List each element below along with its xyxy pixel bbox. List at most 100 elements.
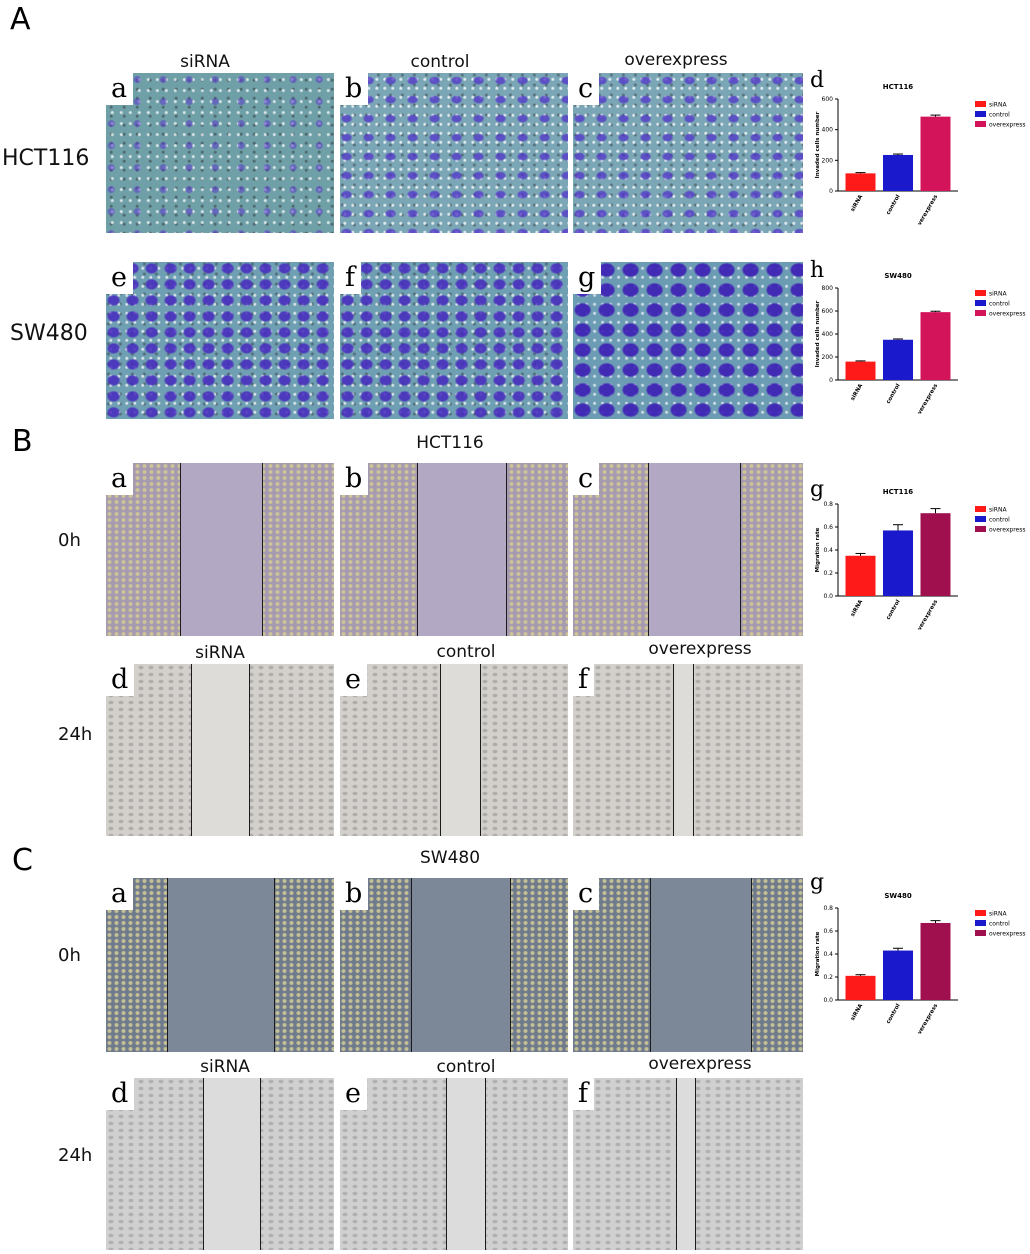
- bar-overexpress: [920, 922, 951, 1000]
- col-label-control: control: [436, 642, 496, 662]
- subpanel-label: f: [573, 664, 594, 696]
- legend-label: siRNA: [989, 291, 1007, 298]
- wound-image-hct116-control-24h: e: [340, 664, 568, 836]
- y-tick-label: 0.6: [823, 928, 833, 935]
- x-tick-label: overexpress: [915, 193, 940, 225]
- wound-image-sw480-control-24h: e: [340, 1078, 568, 1250]
- bar-control: [883, 530, 913, 596]
- wound-image-hct116-control-0h: b: [340, 463, 568, 636]
- y-axis-label: Invaded cells number: [815, 300, 821, 367]
- subpanel-label: a: [106, 463, 134, 495]
- subpanel-label: g: [573, 262, 602, 294]
- wound-image-hct116-sirna-24h: d: [106, 664, 334, 836]
- wound-image-hct116-overexpress-24h: f: [573, 664, 803, 836]
- x-tick-label: siRNA: [850, 193, 865, 212]
- subpanel-label: e: [106, 262, 133, 294]
- chart-letter-d: d: [810, 68, 825, 93]
- subpanel-label: a: [106, 878, 134, 910]
- col-label-overexpress: overexpress: [648, 639, 752, 659]
- row-label-24h: 24h: [58, 1145, 93, 1166]
- legend-label: control: [989, 517, 1010, 524]
- x-tick-label: control: [886, 383, 902, 405]
- chart-title: HCT116: [883, 488, 914, 496]
- bar-siRNA: [845, 361, 876, 380]
- legend-swatch-siRNA: [975, 101, 986, 107]
- y-tick-label: 400: [822, 331, 834, 338]
- y-tick-label: 0.0: [823, 997, 833, 1004]
- bar-siRNA: [845, 975, 876, 1000]
- section-letter-c: C: [12, 843, 33, 878]
- legend-label: overexpress: [989, 122, 1025, 129]
- bar-chart-hct116-invaded: HCT116 Invaded cells number 0 200 400 600 siRN…: [815, 83, 1025, 225]
- legend-label: control: [989, 112, 1010, 119]
- col-label-sirna: siRNA: [195, 643, 245, 663]
- legend-swatch-control: [975, 516, 986, 522]
- x-tick-label: control: [886, 599, 902, 621]
- col-label-sirna: siRNA: [200, 1057, 250, 1077]
- bar-control: [883, 339, 913, 380]
- bar-overexpress: [920, 513, 951, 596]
- y-tick-label: 600: [822, 308, 834, 315]
- legend-label: siRNA: [989, 911, 1007, 918]
- wound-image-hct116-sirna-0h: a: [106, 463, 334, 636]
- chart-title: HCT116: [883, 83, 914, 91]
- transwell-image-hct116-control: b: [340, 73, 568, 233]
- legend-swatch-control: [975, 300, 986, 306]
- wound-image-sw480-overexpress-0h: c: [573, 878, 803, 1052]
- row-label-0h: 0h: [58, 945, 81, 966]
- y-tick-label: 0.6: [823, 524, 833, 531]
- y-tick-label: 0: [829, 377, 833, 384]
- col-label-sirna: siRNA: [180, 52, 230, 72]
- wound-image-hct116-overexpress-0h: c: [573, 463, 803, 636]
- col-label-overexpress: overexpress: [624, 50, 728, 70]
- subpanel-label: e: [340, 664, 367, 696]
- subpanel-label: c: [573, 463, 600, 495]
- row-label-24h: 24h: [58, 724, 93, 745]
- legend-label: control: [989, 921, 1010, 928]
- section-title-hct116: HCT116: [416, 433, 484, 453]
- y-tick-label: 0.8: [823, 905, 833, 912]
- legend-label: siRNA: [989, 102, 1007, 109]
- y-tick-label: 0.8: [823, 501, 833, 508]
- subpanel-label: d: [106, 664, 135, 696]
- y-tick-label: 0.0: [823, 593, 833, 600]
- transwell-image-sw480-overexpress: g: [573, 262, 803, 419]
- transwell-image-hct116-overexpress: c: [573, 73, 803, 233]
- legend-swatch-siRNA: [975, 290, 986, 296]
- y-axis-label: Migration rate: [815, 527, 821, 572]
- x-tick-label: overexpress: [915, 1002, 940, 1034]
- row-label-0h: 0h: [58, 530, 81, 551]
- legend-swatch-control: [975, 111, 986, 117]
- section-title-sw480: SW480: [419, 848, 481, 868]
- y-tick-label: 0.2: [823, 570, 833, 577]
- legend-swatch-siRNA: [975, 506, 986, 512]
- wound-image-sw480-sirna-0h: a: [106, 878, 334, 1052]
- legend-label: overexpress: [989, 527, 1025, 534]
- subpanel-label: c: [573, 878, 600, 910]
- bar-control: [883, 154, 913, 191]
- legend-swatch-overexpress: [975, 930, 986, 936]
- chart-letter-h: h: [810, 258, 825, 283]
- subpanel-label: b: [340, 878, 369, 910]
- wound-image-sw480-overexpress-24h: f: [573, 1078, 803, 1250]
- legend-label: overexpress: [989, 311, 1025, 318]
- x-tick-label: siRNA: [850, 382, 865, 401]
- y-tick-label: 400: [822, 127, 834, 134]
- legend-swatch-siRNA: [975, 910, 986, 916]
- y-tick-label: 200: [822, 157, 834, 164]
- bar-chart-hct116-migration: HCT116 Migration rate 0.0 0.2 0.4 0.6 0.8 siRNA…: [815, 488, 1025, 630]
- y-tick-label: 0.2: [823, 974, 833, 981]
- legend-swatch-overexpress: [975, 121, 986, 127]
- x-tick-label: siRNA: [850, 1002, 865, 1021]
- wound-image-sw480-sirna-24h: d: [106, 1078, 334, 1250]
- y-tick-label: 600: [822, 96, 834, 103]
- row-label-hct116: HCT116: [2, 146, 90, 171]
- subpanel-label: c: [573, 73, 600, 105]
- row-label-sw480: SW480: [10, 321, 88, 346]
- col-label-control: control: [436, 1057, 496, 1077]
- y-axis-label: Migration rate: [815, 931, 821, 976]
- bar-control: [883, 950, 913, 1000]
- col-label-overexpress: overexpress: [648, 1054, 752, 1074]
- legend-label: siRNA: [989, 507, 1007, 514]
- legend-label: control: [989, 301, 1010, 308]
